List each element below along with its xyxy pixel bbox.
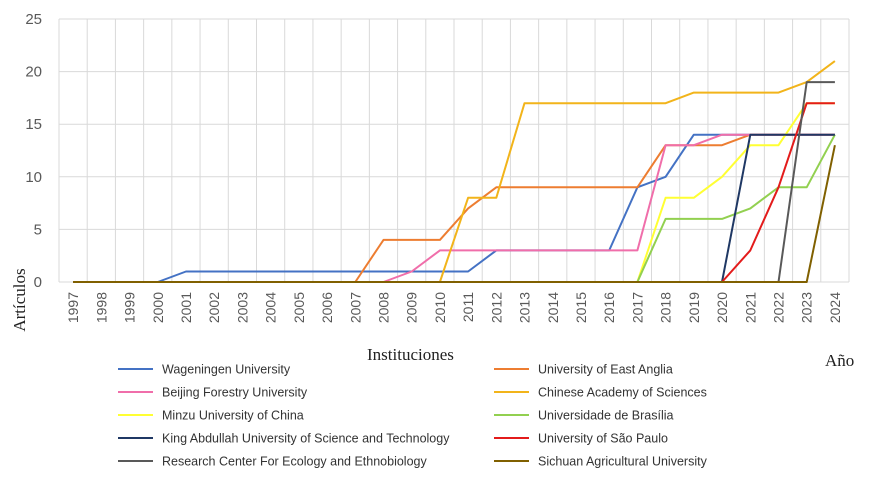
x-tick-label: 2014 bbox=[545, 292, 561, 323]
x-tick-label: 2018 bbox=[658, 292, 674, 323]
y-tick-label: 25 bbox=[25, 11, 42, 28]
legend-label: Minzu University of China bbox=[162, 409, 304, 423]
x-tick-label: 1998 bbox=[93, 292, 109, 323]
x-tick-label: 2010 bbox=[432, 292, 448, 323]
x-tick-label: 2021 bbox=[742, 292, 758, 323]
x-tick-label: 2000 bbox=[150, 292, 166, 323]
legend-title: Instituciones bbox=[367, 345, 454, 364]
y-tick-label: 5 bbox=[34, 221, 42, 238]
x-tick-label: 2008 bbox=[375, 292, 391, 323]
x-tick-label: 2011 bbox=[460, 292, 476, 322]
legend: Wageningen University University of East … bbox=[118, 363, 708, 469]
x-tick-label: 2007 bbox=[347, 292, 363, 323]
legend-label: University of São Paulo bbox=[538, 432, 668, 446]
x-tick-label: 2023 bbox=[799, 292, 815, 323]
legend-label: Wageningen University bbox=[162, 363, 291, 377]
x-tick-label: 2006 bbox=[319, 292, 335, 323]
x-tick-label: 2001 bbox=[178, 292, 194, 323]
x-tick-label: 2015 bbox=[573, 292, 589, 323]
y-tick-label: 20 bbox=[25, 64, 42, 81]
series-line-9 bbox=[73, 144, 836, 283]
x-tick-label: 2020 bbox=[714, 292, 730, 323]
x-tick-label: 1999 bbox=[122, 292, 138, 323]
x-tick-label: 2013 bbox=[517, 292, 533, 323]
legend-label: Sichuan Agricultural University bbox=[538, 455, 708, 469]
x-axis-ticks: 1997 1998 1999 2000 2001 2002 2003 2004 2005 2006… bbox=[65, 292, 843, 323]
legend-label: University of East Anglia bbox=[538, 363, 673, 377]
x-tick-label: 2002 bbox=[206, 292, 222, 323]
y-tick-label: 15 bbox=[25, 116, 42, 133]
x-tick-label: 2005 bbox=[291, 292, 307, 323]
y-tick-label: 10 bbox=[25, 169, 42, 186]
series-lines bbox=[73, 60, 836, 283]
legend-label: King Abdullah University of Science and … bbox=[162, 432, 450, 446]
x-tick-label: 2003 bbox=[234, 292, 250, 323]
y-tick-label: 0 bbox=[34, 274, 42, 291]
x-tick-label: 2009 bbox=[404, 292, 420, 323]
x-tick-label: 2004 bbox=[263, 292, 279, 323]
legend-label: Chinese Academy of Sciences bbox=[538, 386, 707, 400]
legend-label: Beijing Forestry University bbox=[162, 386, 308, 400]
series-line-0 bbox=[73, 133, 835, 283]
chart-grid bbox=[58, 18, 850, 283]
x-tick-label: 2016 bbox=[601, 292, 617, 323]
x-tick-label: 2022 bbox=[770, 292, 786, 323]
x-tick-label: 2012 bbox=[488, 292, 504, 323]
y-axis-title: Artículos bbox=[10, 268, 29, 331]
x-tick-label: 2017 bbox=[629, 292, 645, 323]
x-tick-label: 2024 bbox=[827, 292, 843, 323]
y-axis-ticks: 0 5 10 15 20 25 bbox=[25, 11, 42, 291]
x-axis-title: Año bbox=[825, 351, 854, 370]
x-tick-label: 2019 bbox=[686, 292, 702, 323]
legend-label: Research Center For Ecology and Ethnobio… bbox=[162, 455, 427, 469]
x-tick-label: 1997 bbox=[65, 292, 81, 323]
legend-label: Universidade de Brasília bbox=[538, 409, 674, 423]
